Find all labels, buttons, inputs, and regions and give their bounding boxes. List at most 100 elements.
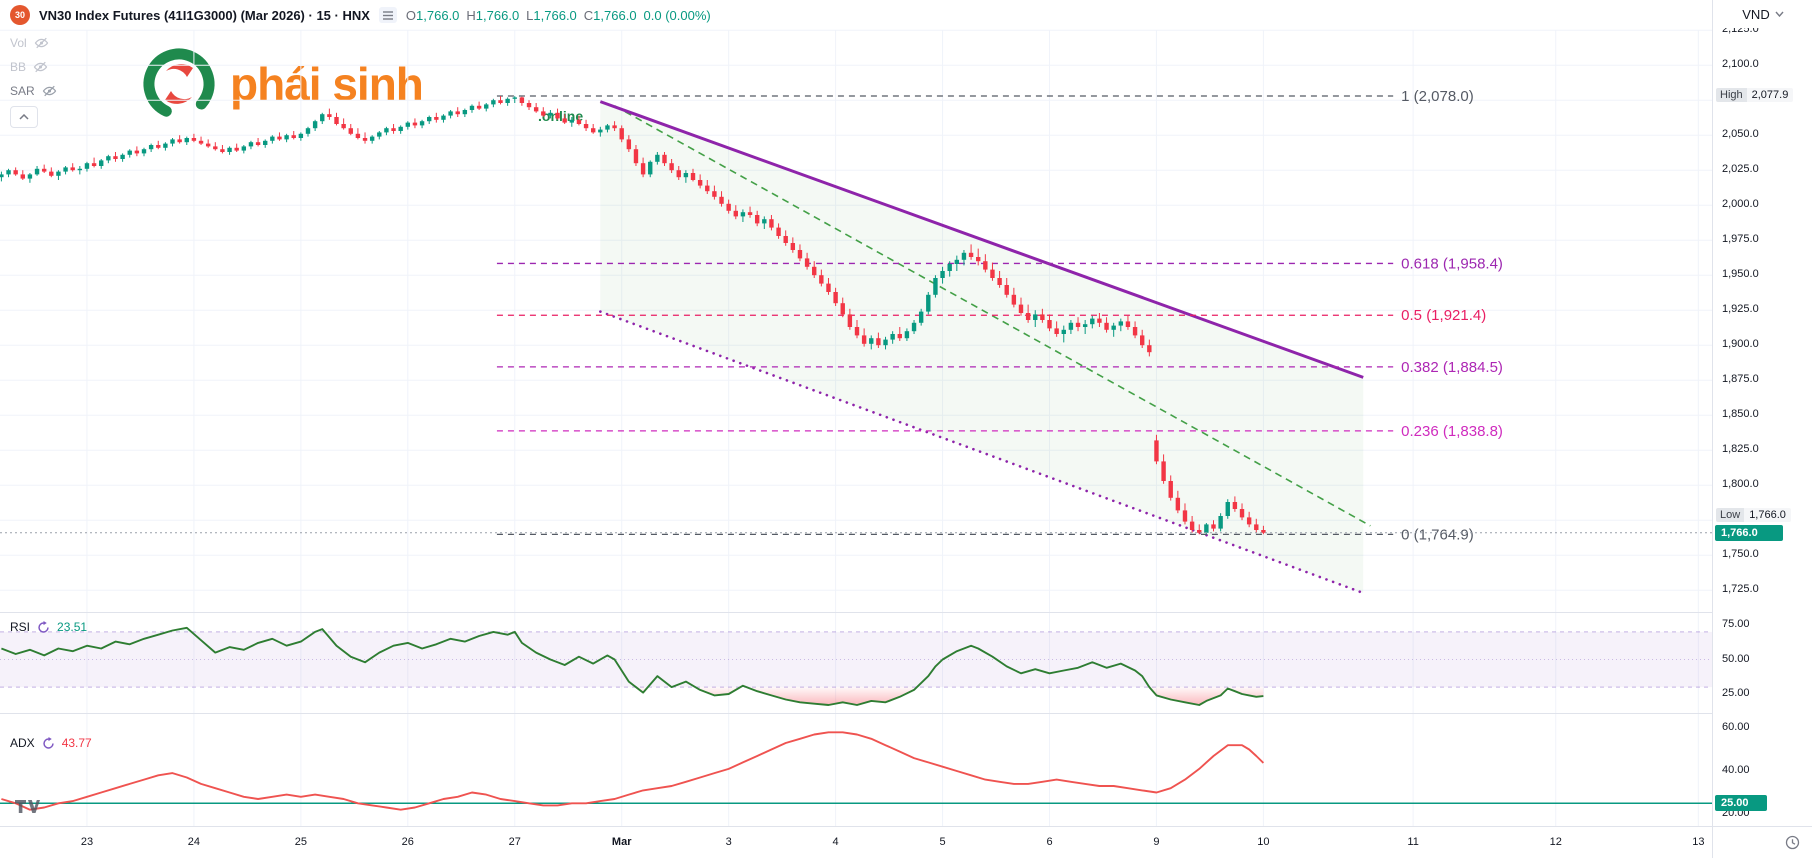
currency-label: VND <box>1742 6 1770 22</box>
indicator-row-bb[interactable]: BB <box>10 60 48 74</box>
time-tick-label: 12 <box>1549 836 1562 848</box>
fib-label: 0.236 (1,838.8) <box>1401 423 1503 440</box>
candle-body <box>284 135 289 140</box>
chart-canvas[interactable]: 1 (2,078.0) 0.618 (1,958.4) 0.5 (1,921.4) 0… <box>0 0 1712 858</box>
candle-body <box>1168 481 1173 498</box>
adx-legend[interactable]: ADX 43.77 <box>10 736 92 750</box>
candle-body <box>626 139 632 150</box>
candle-body <box>484 104 489 109</box>
candle-body <box>27 174 33 179</box>
candle-body <box>1261 530 1266 533</box>
channel-lower-line <box>599 310 1365 595</box>
candle-body <box>1147 345 1152 353</box>
low-label: L <box>526 7 534 23</box>
candle-body <box>1211 524 1216 529</box>
candle-body <box>270 136 275 141</box>
candle-body <box>0 174 4 178</box>
candle-body <box>405 122 411 127</box>
candle-body <box>476 105 482 109</box>
candle-body <box>662 154 667 164</box>
time-tick-label: Mar <box>611 836 632 848</box>
candle-body <box>1104 322 1109 330</box>
candle-body <box>769 219 774 228</box>
candle-body <box>341 124 346 129</box>
candle-body <box>1061 329 1066 334</box>
currency-selector[interactable]: VND <box>1713 0 1812 28</box>
candle-body <box>377 132 382 137</box>
candle-body <box>441 115 446 120</box>
candle-body <box>198 140 204 144</box>
indicator-row-vol[interactable]: Vol <box>10 36 49 50</box>
candle-body <box>448 111 453 116</box>
candle-body <box>1132 327 1138 336</box>
candle-body <box>683 173 689 178</box>
chart-menu-icon[interactable] <box>378 7 397 23</box>
candle-body <box>840 303 845 315</box>
price-tick-label: 2,050.0 <box>1722 128 1759 141</box>
fib-label: 0.382 (1,884.5) <box>1401 359 1503 376</box>
candle-body <box>1025 313 1031 320</box>
candle-body <box>897 334 902 339</box>
candle-body <box>926 294 931 312</box>
gridlines <box>0 29 1712 826</box>
candle-body <box>854 327 860 336</box>
brand-name: phái sinh <box>230 58 424 110</box>
rsi-line <box>1 626 1264 706</box>
candle-body <box>776 227 781 236</box>
candle-body <box>797 250 803 259</box>
candle-body <box>954 259 960 264</box>
candle-body <box>747 212 753 215</box>
candle-body <box>1175 497 1181 511</box>
time-tick-label: 11 <box>1407 836 1419 848</box>
price-tick-label: 1,725.0 <box>1722 583 1759 596</box>
candle-body <box>1140 335 1145 346</box>
candle-body <box>1111 325 1116 330</box>
candle-body <box>669 163 674 171</box>
candle-body <box>1232 502 1238 509</box>
candle-body <box>248 142 254 147</box>
rsi-pane <box>0 626 1712 706</box>
pane-separator[interactable] <box>0 612 1812 613</box>
candle-body <box>177 139 182 143</box>
rsi-tick-label: 75.00 <box>1722 618 1750 630</box>
collapse-legend-button[interactable] <box>10 106 38 128</box>
candle-body <box>1097 318 1102 323</box>
candle-body <box>70 167 75 171</box>
candle-body <box>227 147 232 152</box>
channel-upper-line <box>599 100 1364 379</box>
open-label: O <box>405 7 417 23</box>
candle-body <box>555 112 560 119</box>
rsi-legend[interactable]: RSI 23.51 <box>10 620 87 634</box>
candle-body <box>505 98 510 103</box>
eye-off-icon[interactable] <box>34 37 49 49</box>
price-axis[interactable]: VND 2,125.0 2,100.0 2,050.0 2,025.0 2,000.0 1… <box>1712 0 1812 858</box>
refresh-icon <box>43 736 54 749</box>
candle-body <box>569 119 574 123</box>
candle-body <box>1033 314 1038 320</box>
candle-body <box>384 128 389 133</box>
low-price-badge: Low 1,766.0 <box>1716 507 1791 522</box>
price-tick-label: 2,100.0 <box>1722 58 1759 71</box>
candle-body <box>113 156 118 159</box>
eye-off-icon[interactable] <box>42 85 57 97</box>
candle-body <box>99 160 104 166</box>
price-tick-label: 2,025.0 <box>1722 163 1759 176</box>
indicator-row-sar[interactable]: SAR <box>10 84 57 98</box>
clock-icon[interactable] <box>1785 835 1800 850</box>
adx-tick-label: 40.00 <box>1722 764 1750 776</box>
candle-body <box>419 121 425 126</box>
candle-body <box>1004 285 1009 295</box>
rsi-label: RSI <box>10 620 31 634</box>
candle-body <box>904 331 910 339</box>
pane-separator[interactable] <box>0 713 1812 714</box>
candle-body <box>156 145 161 148</box>
tradingview-logo[interactable] <box>14 798 41 820</box>
time-axis-settings[interactable] <box>1712 826 1812 858</box>
candle-body <box>590 128 596 133</box>
candle-body <box>1204 524 1209 533</box>
time-axis[interactable]: 23 24 25 26 27 Mar 3 4 5 6 9 10 11 12 13 <box>0 826 1712 858</box>
symbol-title[interactable]: VN30 Index Futures (41I1G3000) (Mar 2026… <box>39 7 370 23</box>
candle-body <box>605 125 610 130</box>
eye-off-icon[interactable] <box>33 61 48 73</box>
